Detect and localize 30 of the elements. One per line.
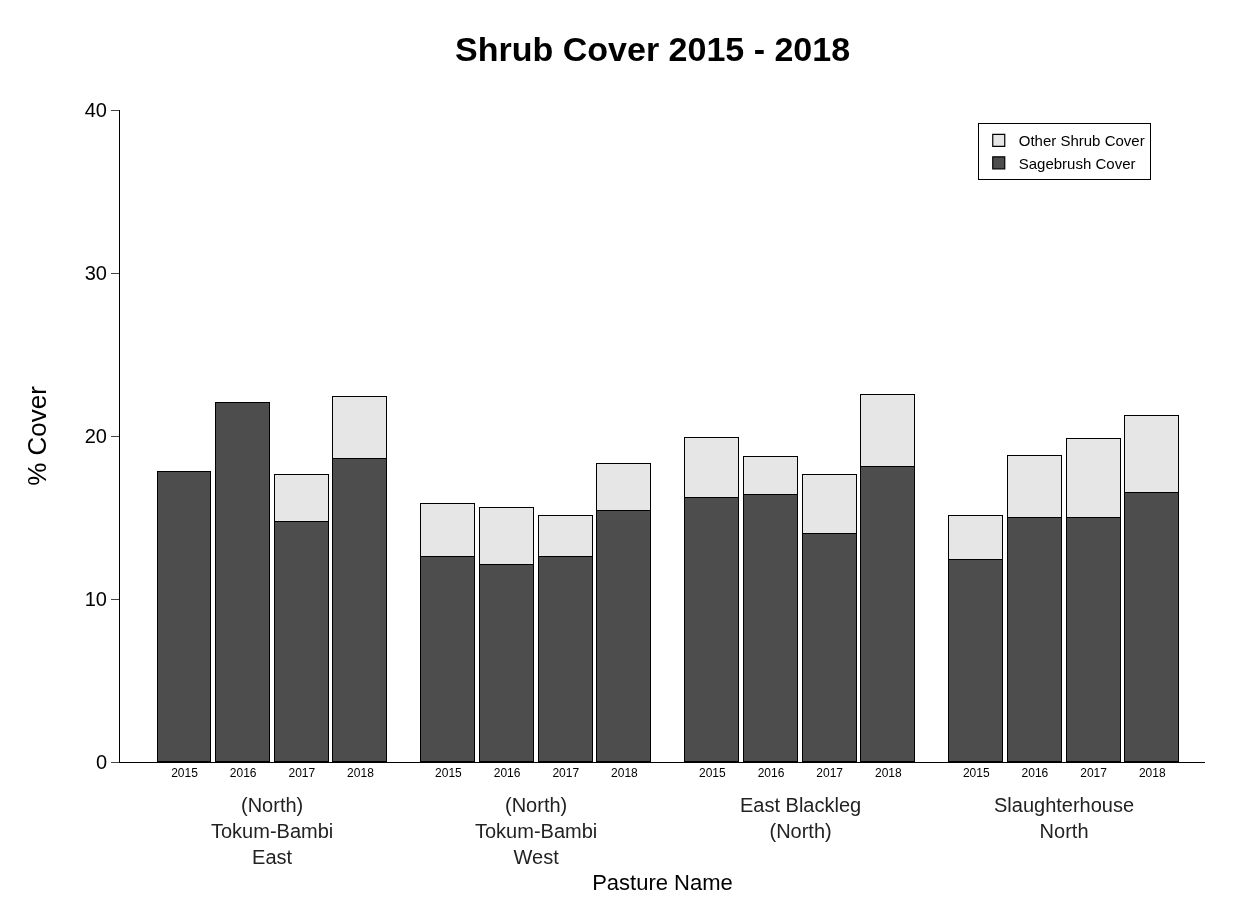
text: Slaughterhouse North	[994, 794, 1135, 842]
x-tick-label: 2015	[962, 766, 990, 781]
x-tick-label: 2016	[1021, 766, 1049, 781]
y-tick-label: 40	[84, 99, 107, 121]
chart-title: Shrub Cover 2015 - 2018	[455, 29, 851, 68]
y-tick-label: 0	[95, 751, 107, 773]
x-tick-label: 2018	[611, 766, 639, 781]
legend-label: Other Shrub Cover	[1018, 132, 1145, 150]
text: East Blackleg (North)	[740, 794, 862, 842]
text: (North) Tokum-Bambi East	[211, 794, 334, 868]
x-tick-label: 2016	[493, 766, 521, 781]
x-tick-label: 2017	[288, 766, 316, 781]
x-tick-label: 2017	[816, 766, 844, 781]
y-axis-title: % Cover	[22, 385, 53, 486]
legend-label: Sagebrush Cover	[1018, 154, 1136, 172]
x-tick-label: 2018	[874, 766, 902, 781]
x-tick-label: 2015	[699, 766, 727, 781]
text: (North) Tokum-Bambi West	[475, 794, 598, 868]
y-tick-label: 20	[84, 425, 107, 447]
y-tick-label: 30	[84, 262, 107, 284]
x-axis-title: Pasture Name	[592, 870, 733, 896]
x-tick-label: 2017	[1080, 766, 1108, 781]
x-tick-label: 2017	[552, 766, 580, 781]
y-tick-label: 10	[84, 588, 107, 610]
x-tick-label: 2015	[435, 766, 463, 781]
x-tick-label: 2016	[229, 766, 257, 781]
x-tick-label: 2018	[1138, 766, 1166, 781]
x-tick-label: 2016	[757, 766, 785, 781]
x-tick-label: 2018	[347, 766, 375, 781]
x-tick-label: 2015	[171, 766, 199, 781]
